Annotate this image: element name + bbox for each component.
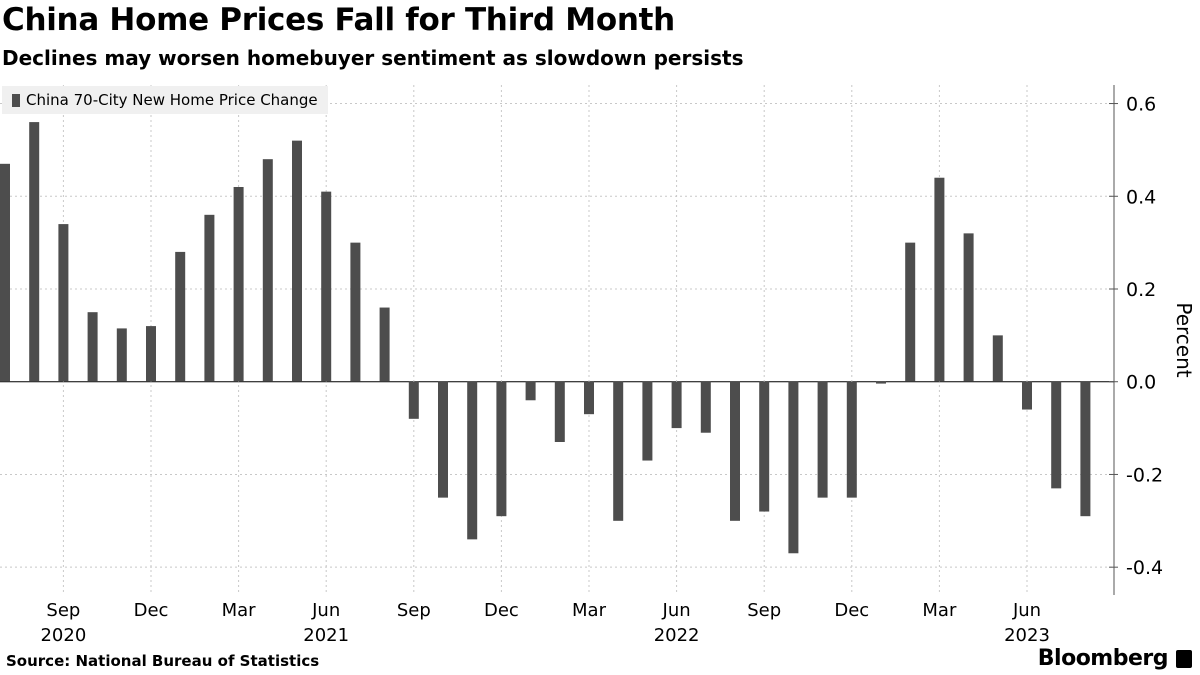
bar: [730, 381, 740, 521]
bar: [262, 159, 273, 382]
x-tick-label: Dec: [484, 600, 519, 621]
bar: [233, 187, 244, 382]
bar: [963, 233, 974, 382]
bar: [146, 326, 156, 382]
y-tick-label: 0.4: [1126, 186, 1156, 208]
bar: [934, 177, 945, 382]
bar: [467, 381, 478, 540]
x-tick-label: Mar: [222, 600, 257, 621]
bar: [788, 381, 799, 554]
y-axis: 0.6 0.4 0.2 0.0 -0.2 -0.4: [1109, 85, 1163, 595]
bar: [496, 381, 507, 517]
brand-name: Bloomberg: [1037, 646, 1169, 671]
x-tick-label: Mar: [922, 600, 957, 621]
bar: [759, 381, 770, 512]
bars: [0, 122, 1091, 554]
x-year-label: 2020: [40, 625, 86, 646]
y-tick-label: 0.6: [1126, 94, 1156, 116]
bar: [87, 312, 98, 382]
bar: [876, 381, 886, 384]
bar: [613, 381, 624, 521]
x-tick-label: Dec: [834, 600, 869, 621]
x-year-label: 2022: [654, 625, 700, 646]
bar: [584, 381, 594, 415]
x-tick-label: Mar: [572, 600, 607, 621]
x-tick-label: Sep: [397, 600, 431, 621]
x-tick-label: Sep: [46, 600, 80, 621]
bar: [29, 122, 40, 382]
y-tick-label: 0.0: [1126, 372, 1156, 394]
y-tick-label: 0.2: [1126, 279, 1156, 301]
source-note: Source: National Bureau of Statistics: [6, 652, 320, 670]
x-tick-label: Jun: [662, 600, 691, 621]
gridlines: [0, 85, 1114, 595]
bar: [321, 191, 332, 382]
bar: [1022, 381, 1032, 410]
bar: [700, 381, 711, 433]
bar: [525, 381, 536, 401]
chart-subtitle: Declines may worsen homebuyer sentiment …: [2, 46, 744, 70]
y-tick-label: -0.2: [1126, 464, 1163, 486]
legend: China 70-City New Home Price Change: [2, 86, 328, 114]
x-year-label: 2021: [303, 625, 349, 646]
bar: [671, 381, 682, 429]
bar: [992, 335, 1003, 382]
bar: [1051, 381, 1062, 489]
bar: [292, 140, 302, 382]
x-tick-label: Sep: [747, 600, 781, 621]
bar: [642, 381, 653, 461]
bar: [846, 381, 857, 498]
x-axis-labels: Sep 2020 Dec Mar Jun 2021 Sep Dec Mar Jun 2022 Sep D…: [40, 600, 1049, 646]
bar: [175, 251, 186, 382]
bar: [58, 224, 69, 382]
bar: [0, 163, 10, 382]
chart-title: China Home Prices Fall for Third Month: [2, 2, 675, 38]
bar: [554, 381, 565, 442]
bar: [350, 242, 361, 382]
bloomberg-logo: Bloomberg: [1038, 646, 1192, 671]
x-tick-label: Jun: [311, 600, 340, 621]
bar: [905, 242, 916, 382]
bloomberg-chart-icon: [1176, 649, 1192, 668]
y-tick-label: -0.4: [1126, 557, 1163, 579]
bar: [204, 214, 215, 382]
legend-swatch: [12, 93, 20, 107]
legend-label: China 70-City New Home Price Change: [26, 91, 318, 109]
y-axis-label: Percent: [1172, 302, 1196, 377]
bar: [408, 381, 419, 419]
bar: [817, 381, 828, 498]
bar: [438, 381, 448, 498]
x-tick-label: Dec: [134, 600, 169, 621]
x-tick-label: Jun: [1012, 600, 1041, 621]
x-year-label: 2023: [1004, 625, 1050, 646]
bar: [1080, 381, 1091, 517]
bar: [379, 307, 390, 382]
bar: [116, 328, 127, 382]
